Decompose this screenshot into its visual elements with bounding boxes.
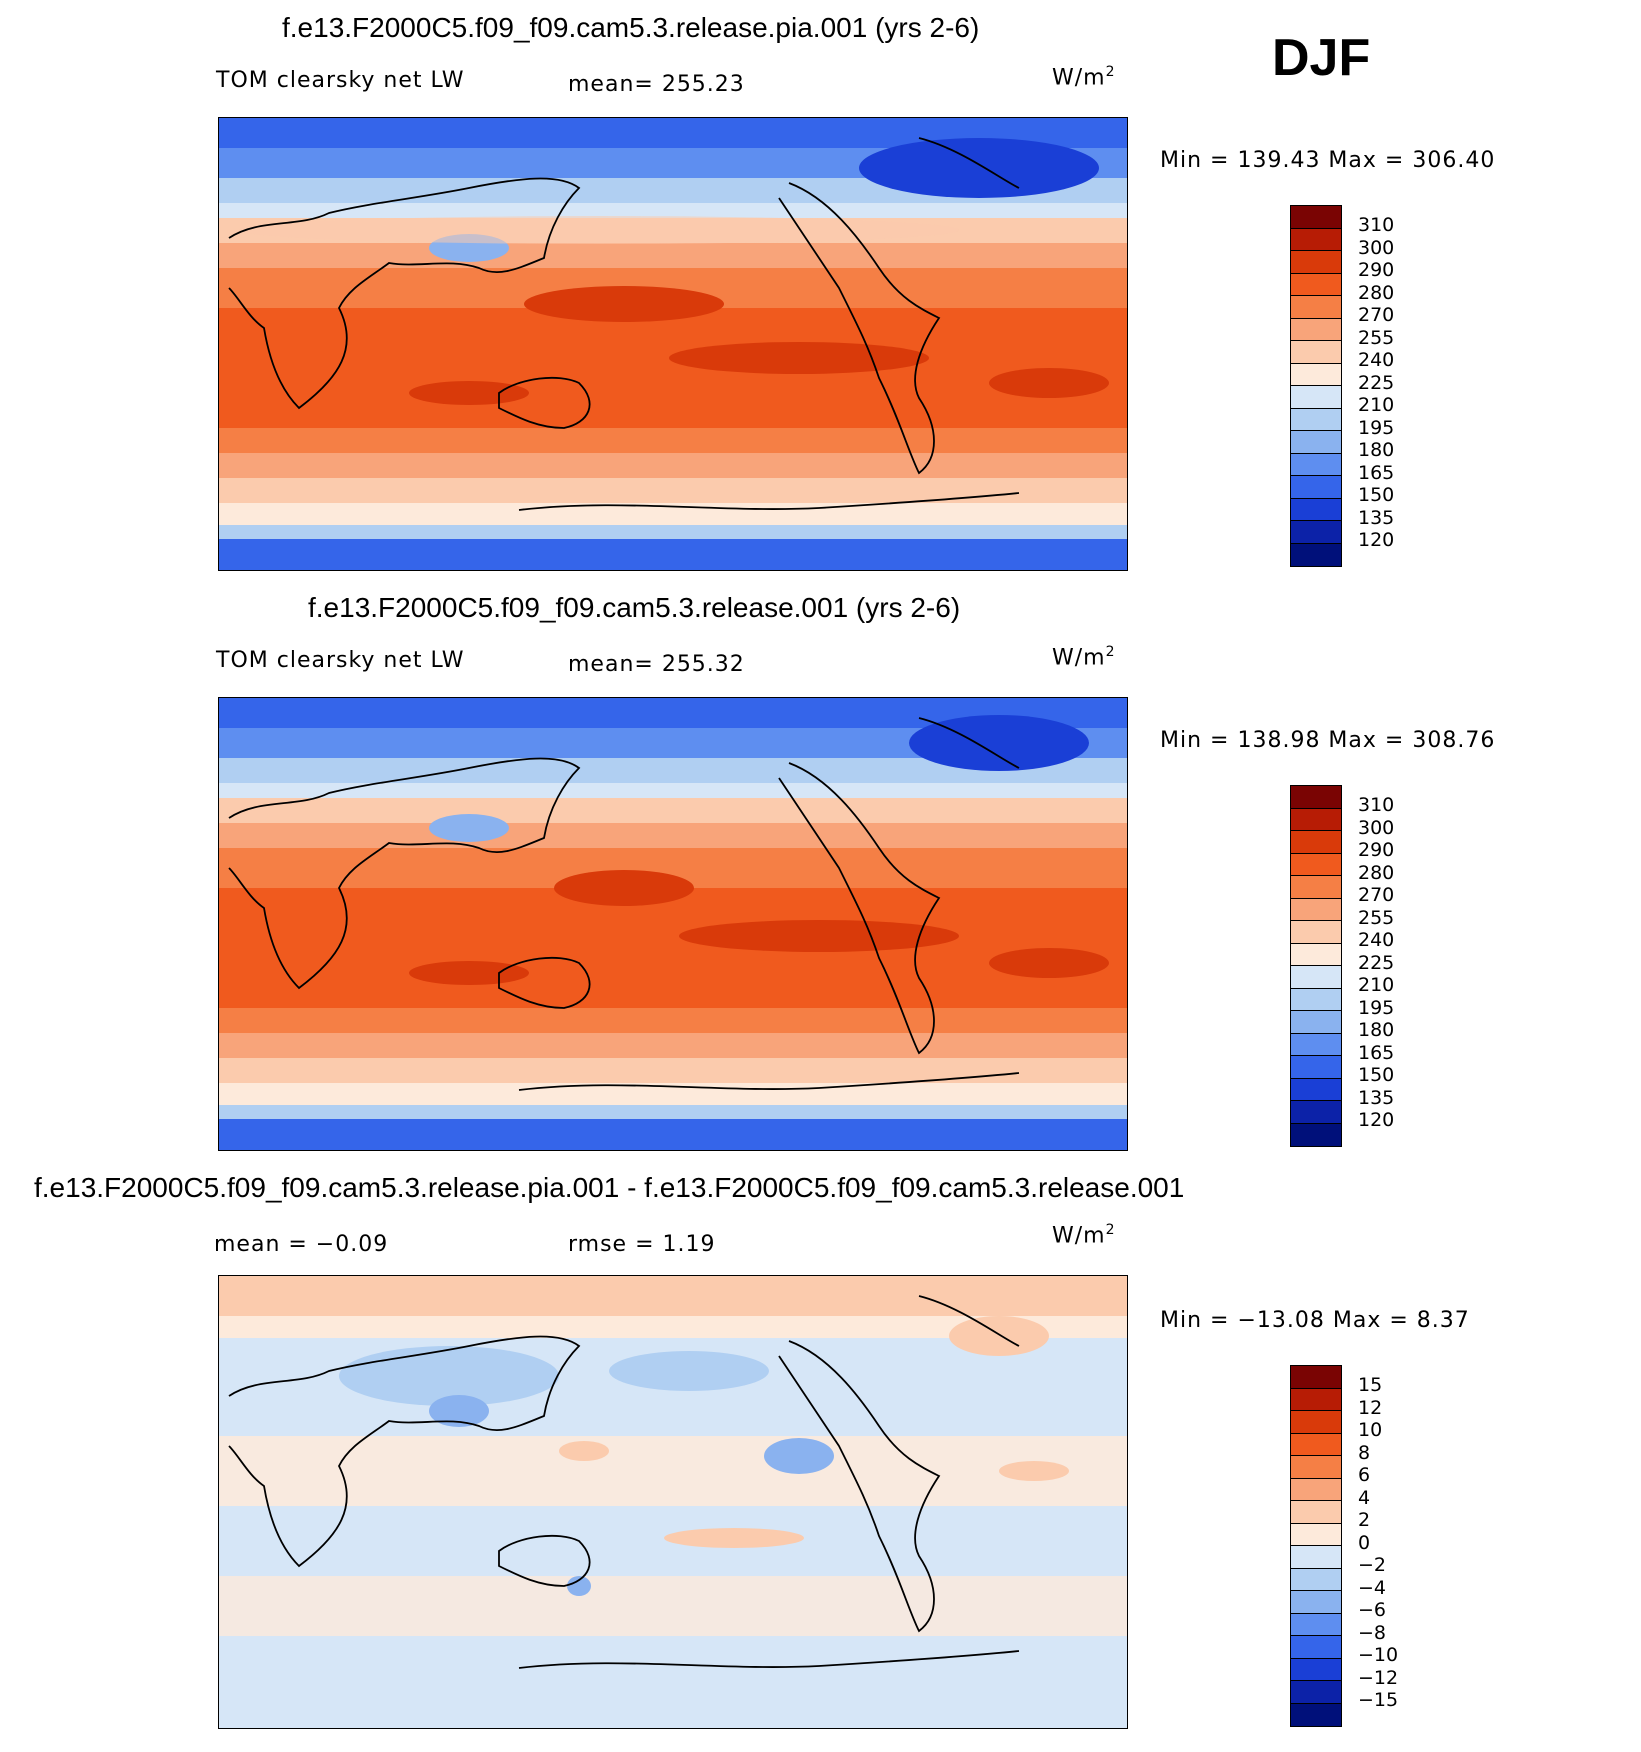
panel2-minmax-label: Min = 138.98 Max = 308.76 (1160, 728, 1496, 753)
colorbar-tick: −10 (1358, 1644, 1399, 1666)
panel3-rmse-label: rmse = 1.19 (568, 1232, 716, 1257)
colorbar-tick: 165 (1358, 461, 1395, 484)
colorbar-tick: 280 (1358, 861, 1395, 884)
panel2-map-field (219, 698, 1127, 1150)
colorbar-tick: 4 (1358, 1486, 1371, 1509)
colorbar-tick: 300 (1358, 816, 1395, 839)
colorbar-tick: 210 (1358, 394, 1395, 416)
colorbar-tick: 225 (1358, 371, 1395, 394)
panel3-minmax-label: Min = −13.08 Max = 8.37 (1160, 1308, 1470, 1333)
colorbar-tick: 240 (1358, 929, 1395, 951)
colorbar-tick: 150 (1358, 1064, 1395, 1086)
colorbar-tick: 0 (1358, 1531, 1371, 1554)
colorbar-tick: −6 (1358, 1599, 1387, 1621)
colorbar-tick: 225 (1358, 951, 1395, 974)
panel1-units-label: W/m2 (1052, 64, 1116, 91)
colorbar-tick: 120 (1358, 529, 1395, 551)
colorbar-tick: −2 (1358, 1554, 1387, 1576)
colorbar-tick: 8 (1358, 1441, 1371, 1464)
panel3-units-label: W/m2 (1052, 1222, 1116, 1249)
colorbar-tick: −4 (1358, 1576, 1387, 1599)
colorbar-tick: 135 (1358, 1086, 1395, 1109)
colorbar-tick: 270 (1358, 884, 1395, 906)
colorbar-tick: 290 (1358, 839, 1395, 861)
colorbar-tick: 15 (1358, 1374, 1383, 1396)
colorbar-tick: 10 (1358, 1419, 1383, 1441)
panel1-map-field (219, 118, 1127, 570)
panel2-units-label: W/m2 (1052, 644, 1116, 671)
colorbar-tick: 300 (1358, 236, 1395, 259)
colorbar-tick: 12 (1358, 1396, 1383, 1419)
panel2-variable-label: TOM clearsky net LW (216, 648, 465, 673)
colorbar-tick: −15 (1358, 1689, 1399, 1711)
colorbar-tick: 195 (1358, 996, 1395, 1019)
colorbar-tick: 135 (1358, 506, 1395, 529)
colorbar-tick: 280 (1358, 281, 1395, 304)
colorbar-tick: 270 (1358, 304, 1395, 326)
colorbar-tick: 240 (1358, 349, 1395, 371)
panel1-minmax-label: Min = 139.43 Max = 306.40 (1160, 148, 1496, 173)
panel3-title: f.e13.F2000C5.f09_f09.cam5.3.release.pia… (34, 1172, 1185, 1203)
colorbar-tick: −8 (1358, 1621, 1387, 1644)
panel3-colorbar (1290, 1365, 1342, 1727)
colorbar-tick: 310 (1358, 214, 1395, 236)
colorbar-tick: 2 (1358, 1509, 1371, 1531)
panel1-colorbar (1290, 205, 1342, 567)
colorbar-tick: 255 (1358, 326, 1395, 349)
panel1-variable-label: TOM clearsky net LW (216, 68, 465, 93)
panel1-title: f.e13.F2000C5.f09_f09.cam5.3.release.pia… (282, 12, 980, 43)
colorbar-tick: 310 (1358, 794, 1395, 816)
panel2-colorbar (1290, 785, 1342, 1147)
panel2-title: f.e13.F2000C5.f09_f09.cam5.3.release.001… (308, 592, 961, 623)
colorbar-tick: 180 (1358, 1019, 1395, 1041)
panel1-mean-label: mean= 255.23 (568, 72, 745, 97)
colorbar-tick: −12 (1358, 1666, 1399, 1689)
colorbar-tick: 180 (1358, 439, 1395, 461)
colorbar-tick: 255 (1358, 906, 1395, 929)
colorbar-tick: 195 (1358, 416, 1395, 439)
panel3-map (218, 1275, 1128, 1729)
panel3-map-diff (219, 1276, 1127, 1728)
colorbar-tick: 6 (1358, 1464, 1371, 1486)
panel1-map (218, 117, 1128, 571)
panel2-mean-label: mean= 255.32 (568, 652, 745, 677)
colorbar-tick: 120 (1358, 1109, 1395, 1131)
season-label: DJF (1272, 29, 1371, 87)
panel2-map (218, 697, 1128, 1151)
panel3-mean-label: mean = −0.09 (214, 1232, 389, 1257)
colorbar-tick: 290 (1358, 259, 1395, 281)
colorbar-tick: 165 (1358, 1041, 1395, 1064)
colorbar-tick: 210 (1358, 974, 1395, 996)
colorbar-tick: 150 (1358, 484, 1395, 506)
